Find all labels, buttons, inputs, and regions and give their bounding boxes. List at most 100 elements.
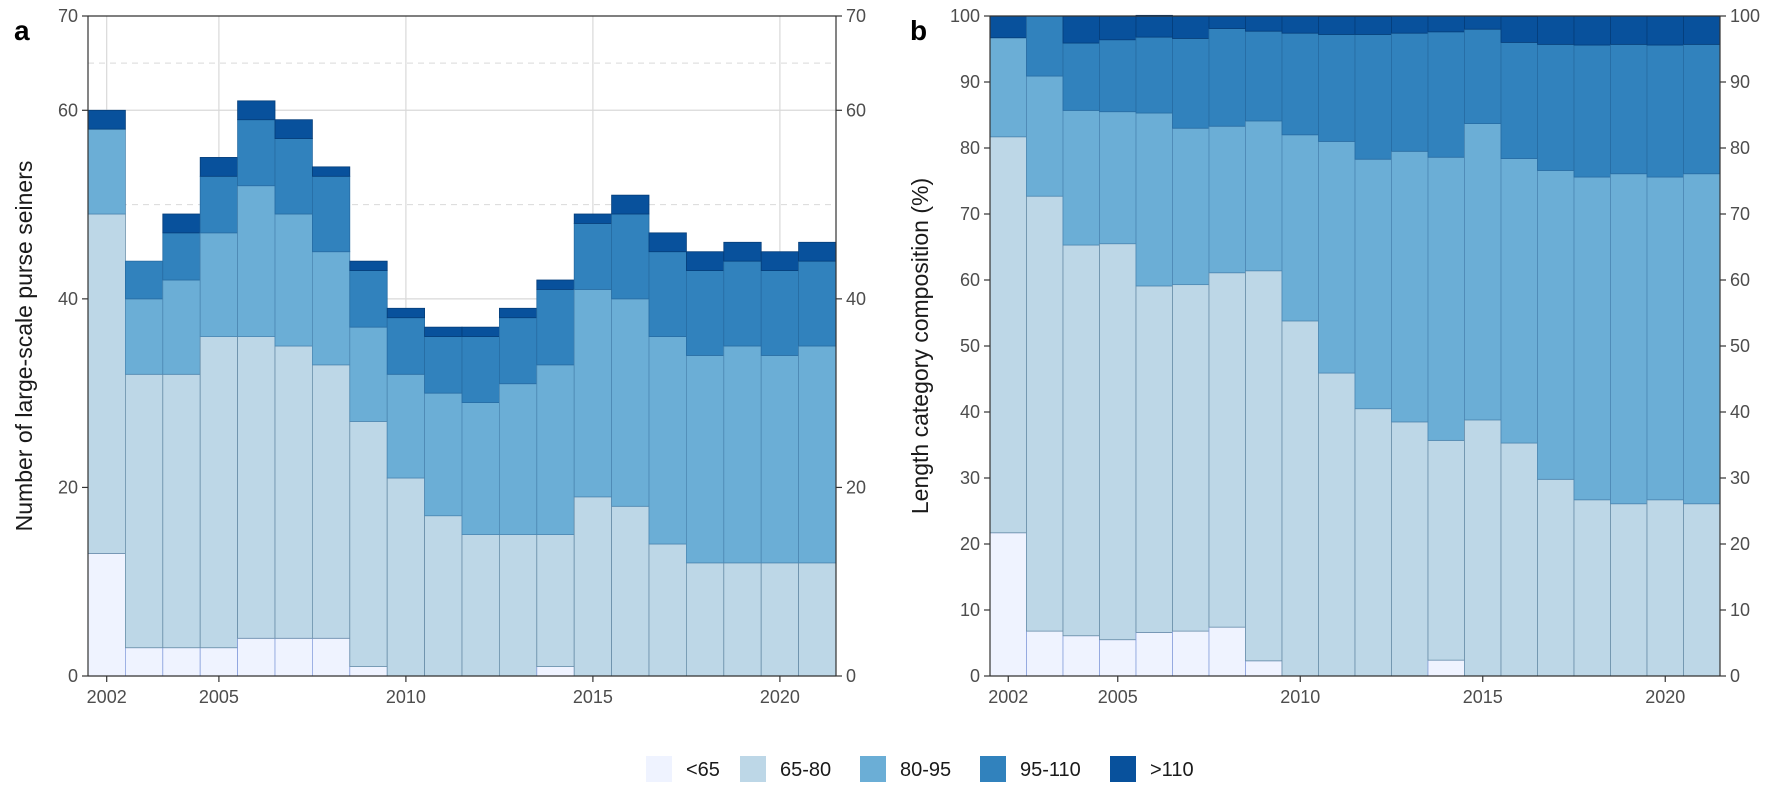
bar-segment [1610,15,1648,45]
bar-segment [498,307,538,319]
bar-segment [648,232,687,253]
bar-segment [1245,15,1283,32]
legend-item: >110 [1110,756,1194,782]
bar-segment [760,251,800,271]
bar-segment [311,166,351,177]
panel-label: a [14,15,30,46]
bar-segment [1646,499,1684,677]
bar-segment [237,100,276,121]
y-tick-label-left: 30 [960,468,980,488]
bar-segment [686,355,725,564]
bar-segment [1281,15,1319,34]
x-tick-label: 2020 [760,687,800,707]
bars [989,14,1721,677]
bar-segment [311,251,351,366]
bar-segment [1318,372,1356,677]
x-tick-label: 2010 [1280,687,1320,707]
bar-segment [1245,660,1283,677]
bar-segment [1610,503,1648,677]
bar-segment [1354,408,1392,677]
bar-segment [1026,195,1064,632]
y-tick-label-left: 70 [58,6,78,26]
bar-segment [1281,134,1319,322]
y-tick-label-left: 0 [970,666,980,686]
bar-segment [1354,16,1392,35]
bar-segment [125,373,164,649]
legend-label: 65-80 [780,759,831,781]
bar-segment [311,637,351,677]
bar-segment [1172,15,1210,39]
x-tick-label: 2005 [1098,687,1138,707]
y-tick-label-left: 20 [960,534,980,554]
bar-segment [199,157,238,177]
y-tick-label-left: 10 [960,600,980,620]
y-tick-label-left: 0 [68,666,78,686]
bar-segment [1354,158,1392,410]
bar-segment [798,260,837,347]
bar-segment [1427,31,1465,158]
bar-segment [461,402,500,535]
bar-segment [461,534,500,677]
bar-segment [498,534,538,677]
bar-segment [1464,123,1502,421]
bar-segment [1208,15,1246,29]
bar-segment [1208,125,1246,274]
bar-segment [536,364,575,535]
bar-segment [1500,16,1538,43]
y-tick-label-left: 60 [58,100,78,120]
bar-segment [1099,111,1137,245]
bar-segment [1391,421,1429,677]
bar-segment [798,345,837,564]
bar-segment [723,241,762,262]
bar-segment [989,136,1027,534]
y-tick-label-right: 30 [1730,468,1750,488]
bar-segment [611,194,650,215]
bar-segment [274,345,313,639]
bar-segment [1646,44,1684,178]
legend: <65 65-80 80-95 95-110 >110 [646,756,1194,782]
bar-segment [1500,158,1538,444]
bar-segment [1573,176,1611,501]
x-tick-label: 2020 [1645,687,1685,707]
y-axis-title: Length category composition (%) [907,178,933,514]
bar-segment [573,289,613,498]
x-tick-label: 2010 [386,687,426,707]
x-tick-label: 2015 [1463,687,1503,707]
bar-segment [1135,632,1173,677]
y-tick-label-left: 90 [960,72,980,92]
bar-segment [760,562,800,677]
bar-segment [199,647,238,677]
bar-segment [1427,659,1465,677]
bar-segment [1500,442,1538,677]
bar-segment [237,119,276,187]
bar-segment [1391,150,1429,423]
bar-segment [611,213,650,300]
bar-segment [1172,630,1210,677]
bar-segment [162,232,201,281]
bar-segment [989,532,1027,677]
bar-segment [1573,499,1611,677]
y-tick-label-left: 40 [960,402,980,422]
bar-segment [1062,244,1100,637]
bar-segment [1464,28,1502,124]
bar-segment [536,534,575,667]
bar-segment [1062,15,1100,44]
bar-segment [536,289,575,366]
bar-segment [573,496,613,677]
y-tick-label-right: 100 [1730,6,1760,26]
bar-segment [1537,478,1575,677]
bar-segment [723,345,762,564]
y-tick-label-right: 80 [1730,138,1750,158]
y-tick-label-left: 80 [960,138,980,158]
bar-segment [386,373,426,479]
bar-segment [536,666,575,677]
bar-segment [648,251,687,337]
bar-segment [1135,14,1173,38]
bar-segment [199,336,238,649]
bar-segment [760,355,800,564]
bar-segment [349,666,388,677]
